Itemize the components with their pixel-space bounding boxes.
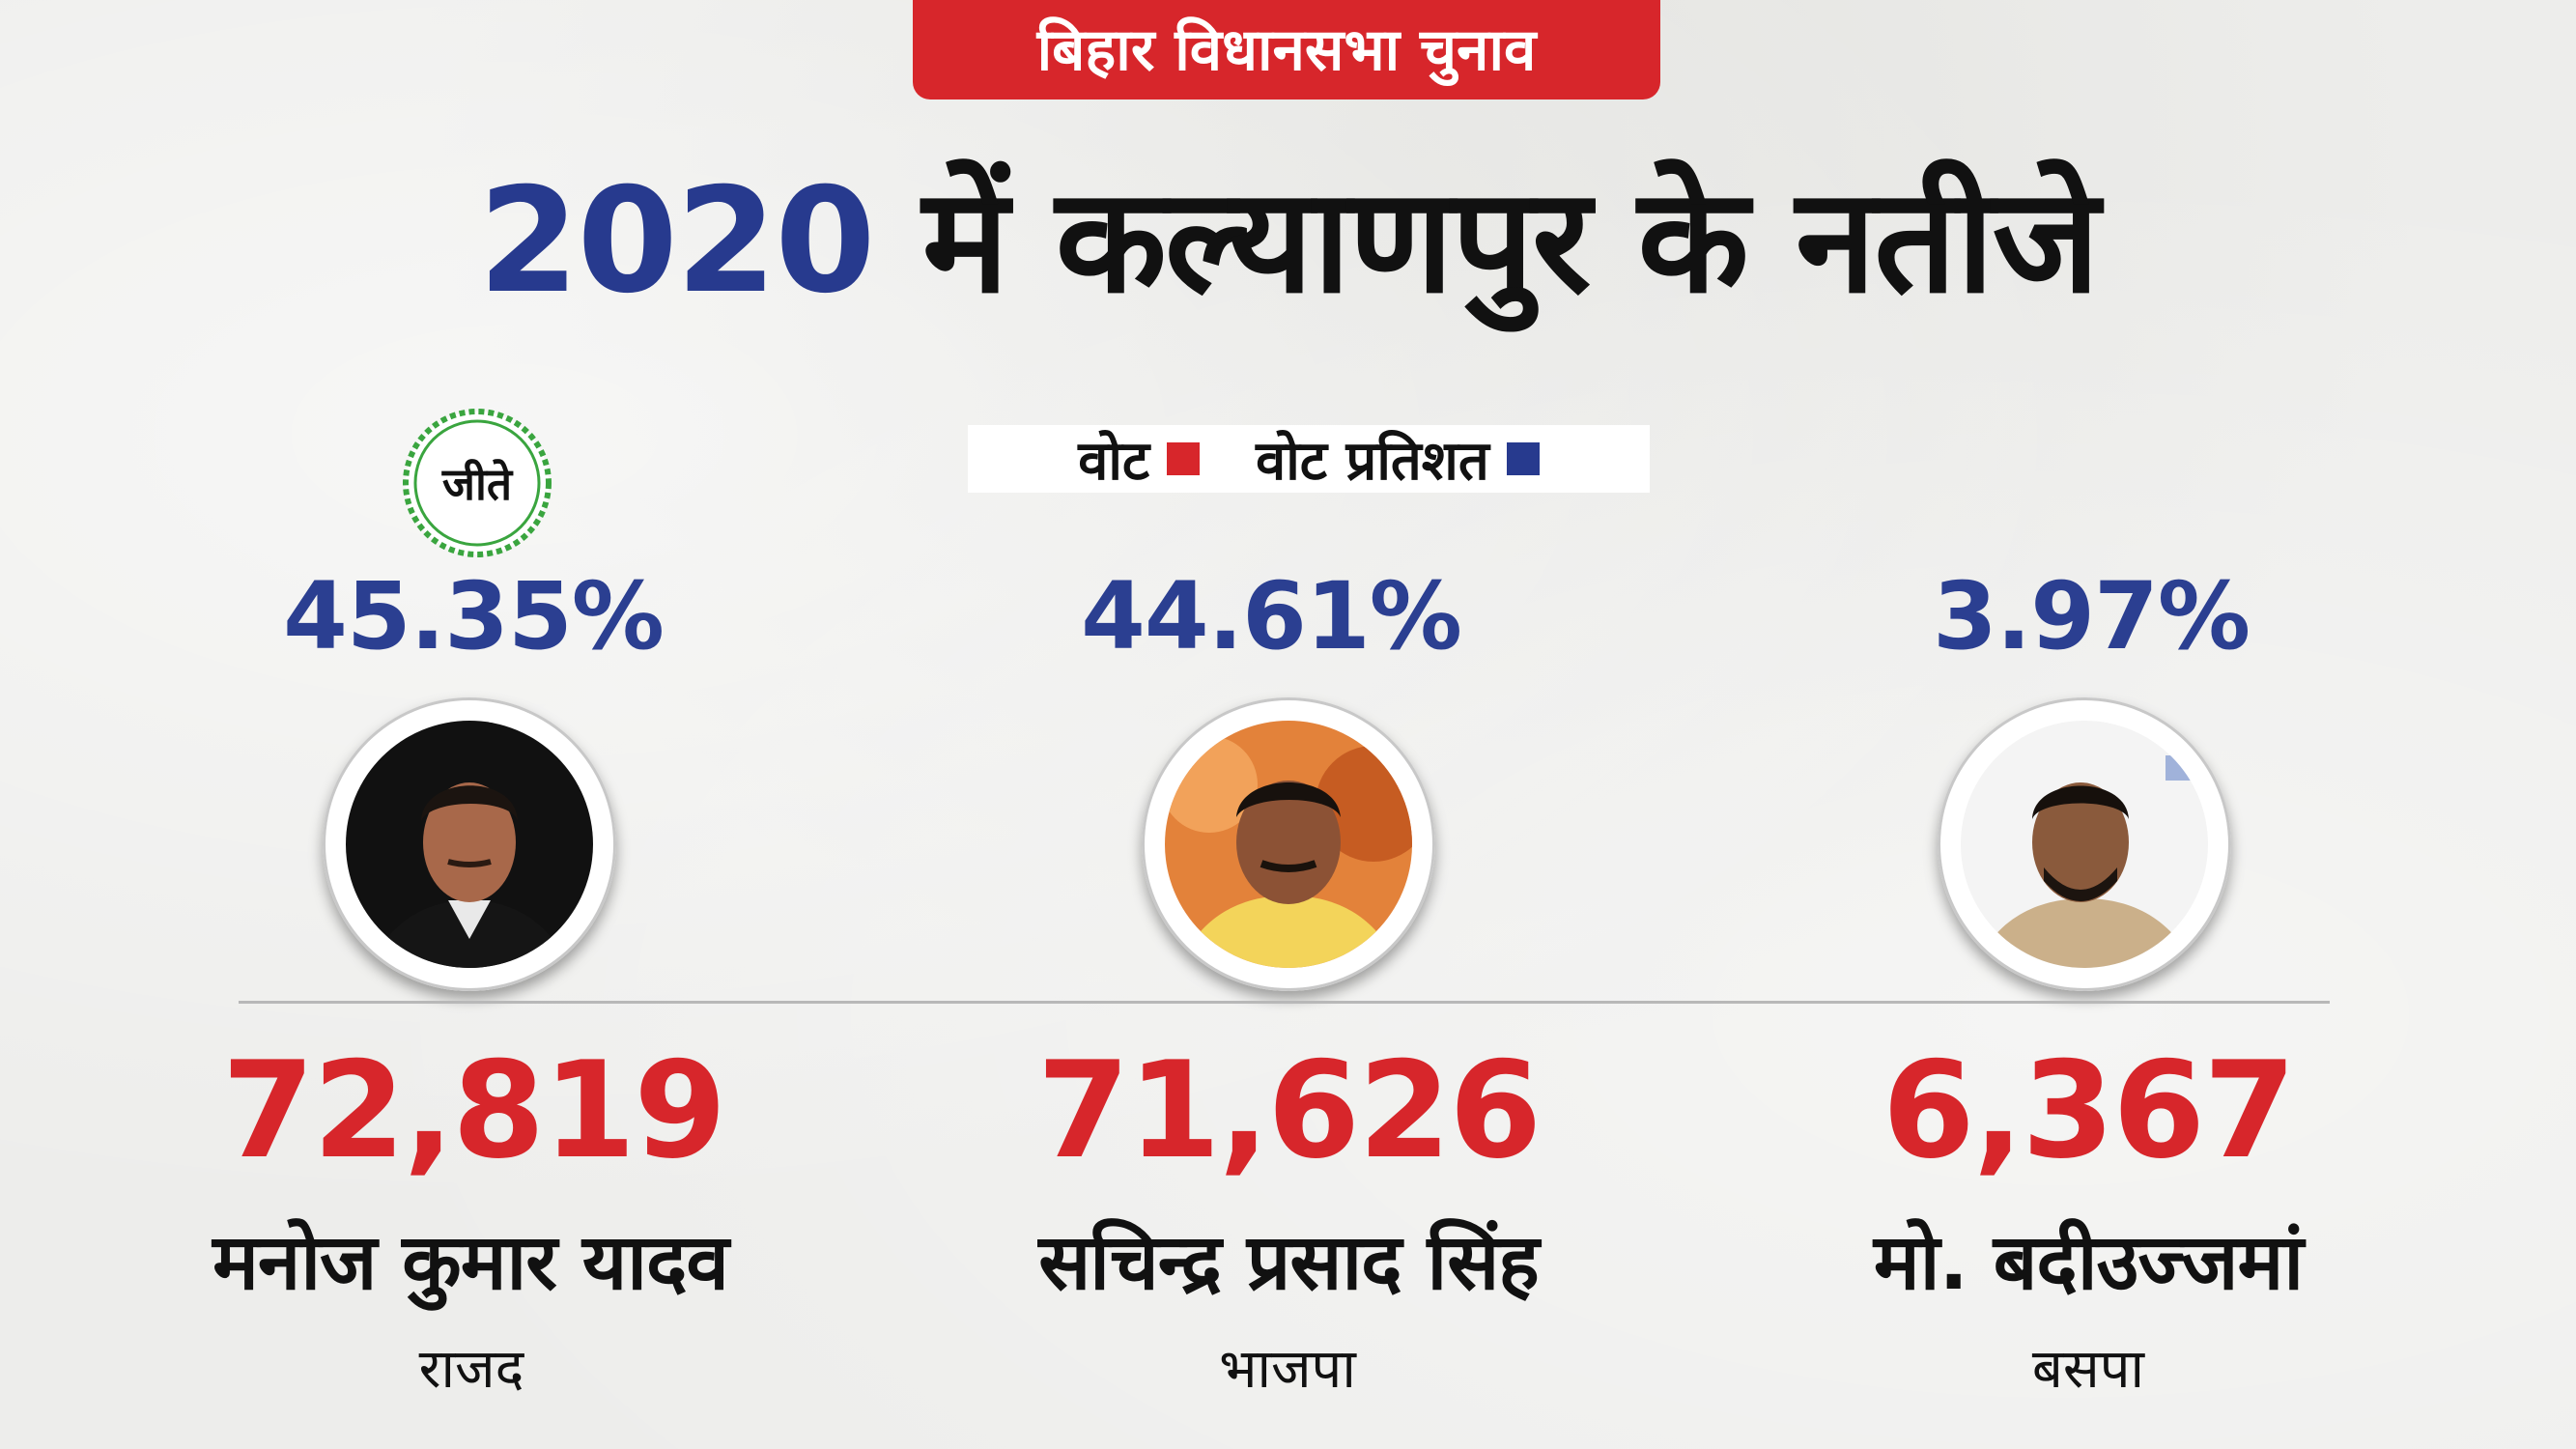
candidate-3-photo (1938, 697, 2231, 991)
candidate-1-name: मनोज कुमार यादव (212, 1217, 729, 1307)
candidate-1-percent: 45.35% (283, 562, 665, 670)
legend-percent-label: वोट प्रतिशत (1256, 430, 1489, 493)
election-tag: बिहार विधानसभा चुनाव (913, 0, 1660, 99)
candidate-1-party: राजद (418, 1338, 524, 1401)
winner-seal-icon (403, 409, 552, 557)
legend-votes-label: वोट (1078, 430, 1150, 493)
candidate-1-photo (323, 697, 616, 991)
candidate-3-name: मो. बदीउज्जमां (1873, 1217, 2304, 1307)
title-text: में कल्याणपुर के नतीजे (921, 157, 2100, 326)
legend-percent-swatch (1506, 442, 1540, 475)
candidate-3-votes: 6,367 (1882, 1033, 2297, 1188)
candidate-1-votes: 72,819 (221, 1033, 727, 1188)
candidate-2-votes: 71,626 (1036, 1033, 1543, 1188)
candidate-3-percent: 3.97% (1932, 562, 2250, 670)
candidate-2-photo (1142, 697, 1435, 991)
candidate-2-percent: 44.61% (1081, 562, 1462, 670)
candidate-2-party: भाजपा (1219, 1338, 1356, 1401)
divider (239, 1001, 2330, 1004)
candidate-2-name: सचिन्द्र प्रसाद सिंह (1038, 1217, 1540, 1307)
legend-votes-swatch (1167, 442, 1201, 475)
winner-badge: जीते (441, 458, 513, 510)
page-title: 2020 में कल्याणपुर के नतीजे (0, 150, 2576, 333)
legend: वोट वोट प्रतिशत (968, 425, 1650, 493)
title-year: 2020 (478, 157, 875, 326)
candidate-3-party: बसपा (2031, 1338, 2145, 1401)
